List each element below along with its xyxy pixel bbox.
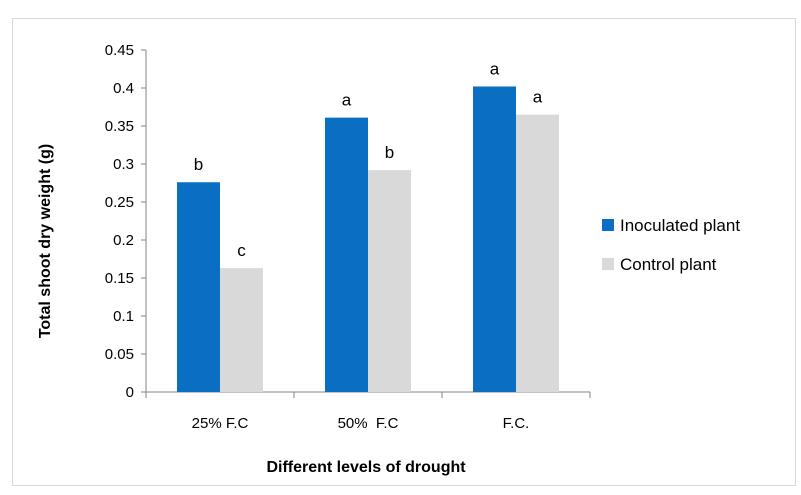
- y-tick-label: 0.25: [105, 194, 134, 211]
- chart-frame: [12, 18, 796, 486]
- legend-label: Inoculated plant: [620, 216, 740, 235]
- x-tick-label: 25% F.C: [192, 415, 249, 432]
- y-axis-title: Total shoot dry weight (g): [37, 144, 54, 338]
- x-tick-label: 50% F.C: [338, 415, 399, 432]
- x-tick-label: F.C.: [503, 415, 530, 432]
- bar-control: [368, 170, 411, 392]
- bar-significance-label: c: [237, 241, 246, 260]
- legend-swatch: [602, 219, 614, 231]
- y-tick-label: 0.45: [105, 42, 134, 59]
- y-tick-label: 0.05: [105, 346, 134, 363]
- legend-swatch: [602, 258, 614, 270]
- bar-inoculated: [473, 86, 516, 392]
- y-tick-label: 0.15: [105, 270, 134, 287]
- bar-significance-label: b: [385, 143, 394, 162]
- bars: [177, 86, 559, 392]
- bar-significance-label: a: [533, 88, 543, 107]
- y-axis: 0 0.05 0.1 0.15 0.2 0.25 0.3 0.35 0.4 0.45: [105, 42, 147, 401]
- bar-inoculated: [177, 182, 220, 392]
- y-tick-label: 0.1: [113, 308, 134, 325]
- legend-label: Control plant: [620, 255, 717, 274]
- bar-inoculated: [325, 117, 368, 392]
- y-tick-label: 0.3: [113, 156, 134, 173]
- x-axis: 25% F.C 50% F.C F.C.: [145, 391, 591, 432]
- bar-significance-label: b: [194, 155, 203, 174]
- y-tick-label: 0.2: [113, 232, 134, 249]
- bar-control: [220, 268, 263, 392]
- bar-control: [516, 114, 559, 392]
- y-tick-label: 0.4: [113, 80, 134, 97]
- y-tick-label: 0.35: [105, 118, 134, 135]
- bar-significance-label: a: [342, 91, 352, 110]
- y-tick-label: 0: [126, 384, 134, 401]
- bar-labels: b c a b a a: [194, 59, 543, 260]
- x-axis-title: Different levels of drought: [266, 459, 466, 476]
- legend: Inoculated plant Control plant: [602, 216, 740, 274]
- bar-significance-label: a: [490, 59, 500, 78]
